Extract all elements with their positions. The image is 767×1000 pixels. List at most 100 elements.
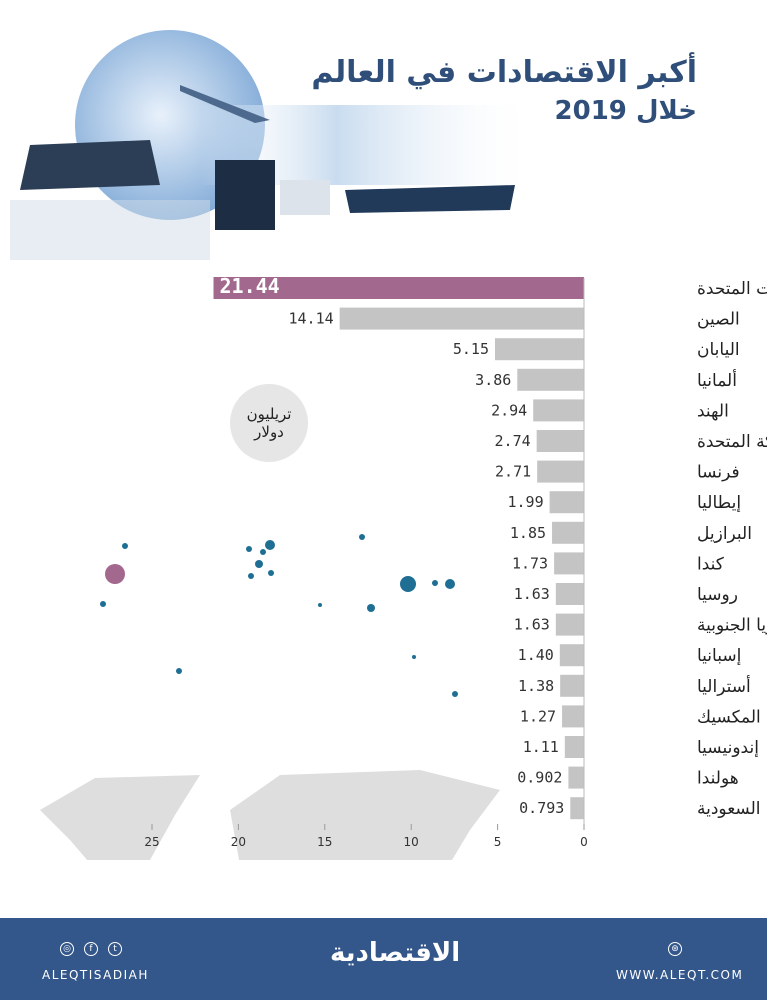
category-label: السعودية [697,799,760,819]
world-map [40,770,500,860]
country-dot [400,576,416,592]
bar-value-label: 21.44 [220,274,280,298]
europe-asia [230,770,500,860]
bar [213,277,585,299]
category-label: الهند [697,401,729,421]
x-tick-label: 25 [144,835,159,849]
country-dot [248,573,254,579]
bar-value-label: 2.94 [491,401,527,419]
bar [339,307,584,330]
bar-value-label: 14.14 [289,310,334,328]
bar [495,338,584,361]
truck [280,180,330,215]
bar [559,644,584,667]
bar-value-label: 5.15 [453,340,489,358]
country-dot [412,655,416,659]
logo: الاقتصادية [330,938,461,968]
facebook-icon[interactable]: f [84,942,98,956]
country-dot [105,564,125,584]
bar [537,460,584,483]
twitter-icon[interactable]: t [108,942,122,956]
bar-value-label: 1.63 [514,616,550,634]
country-dot [445,579,455,589]
bar [562,705,584,728]
category-label: ألمانيا [697,369,737,391]
bar [560,674,584,697]
bar-value-label: 2.71 [495,463,531,481]
website-link[interactable]: WWW.ALEQT.COM [616,968,744,982]
bar [533,399,584,422]
bar-value-label: 3.86 [475,371,511,389]
country-dot [367,604,375,612]
unit-badge: تريليون دولار [230,384,308,462]
airplane [180,85,270,123]
country-dot [452,691,458,697]
category-label: كوريا الجنوبية [697,616,767,636]
water-reflection [10,200,210,260]
title-block: أكبر الاقتصادات في العالم خلال 2019 [311,55,697,126]
footer: ◎ f t ALEQTISADIAH الاقتصادية ⊛ WWW.ALEQ… [0,918,767,1000]
bar-value-label: 1.73 [512,554,548,572]
cargo-ship [20,140,160,190]
category-label: إسبانيا [697,646,741,666]
country-dot [122,543,128,549]
bar [555,613,584,636]
country-dot [432,580,438,586]
category-label: البرازيل [697,524,752,544]
unit-line-2: دولار [254,423,284,441]
category-label: الولايات المتحدة [697,279,767,299]
bar [552,521,584,544]
bar-chart: 21.44 الولايات المتحدة 14.14 الصين 5.15 الياب… [40,274,767,860]
x-tick-label: 15 [317,835,332,849]
x-tick-label: 10 [404,835,419,849]
country-dot [100,601,106,607]
bar-value-label: 1.27 [520,707,556,725]
category-label: إندونيسيا [697,738,759,758]
country-dot [265,540,275,550]
web-icon: ⊛ [668,942,682,956]
x-tick-label: 0 [580,835,588,849]
social-handle[interactable]: ALEQTISADIAH [42,968,149,982]
category-label: المكسيك [697,707,761,727]
x-tick-label: 5 [494,835,502,849]
bar-value-label: 1.63 [514,585,550,603]
container-ship [345,185,515,213]
category-label: المملكة المتحدة [697,432,767,452]
country-dot [318,603,322,607]
bar [555,583,584,605]
unit-line-1: تريليون [246,405,292,423]
bar [568,766,584,789]
instagram-icon[interactable]: ◎ [60,942,74,956]
bar [570,797,584,820]
bar-value-label: 1.38 [518,677,554,695]
truck [215,160,275,230]
bar-value-label: 1.99 [507,493,543,511]
bar [536,430,584,452]
category-label: فرنسا [697,463,740,483]
hero-illustration [10,30,540,260]
category-label: روسيا [697,585,738,605]
category-label: إيطاليا [697,493,741,513]
category-label: هولندا [697,769,739,789]
country-dot [246,546,252,552]
x-tick-label: 20 [231,835,246,849]
country-dot [359,534,365,540]
bar [554,552,584,575]
category-label: كندا [697,554,725,574]
country-dot [255,560,263,568]
category-label: اليابان [697,340,740,360]
bar-value-label: 1.40 [518,646,554,664]
bar [517,368,584,391]
country-dot [268,570,274,576]
country-dot [260,549,266,555]
bar-value-label: 1.85 [510,524,546,542]
bar-value-label: 0.793 [519,799,564,817]
north-america [40,775,200,860]
bar [549,491,584,514]
bar-value-label: 0.902 [517,769,562,787]
country-dot [176,668,182,674]
bar [564,736,584,758]
page-subtitle: خلال 2019 [554,96,697,126]
category-label: الصين [697,310,740,330]
bar-value-label: 1.11 [523,738,559,756]
